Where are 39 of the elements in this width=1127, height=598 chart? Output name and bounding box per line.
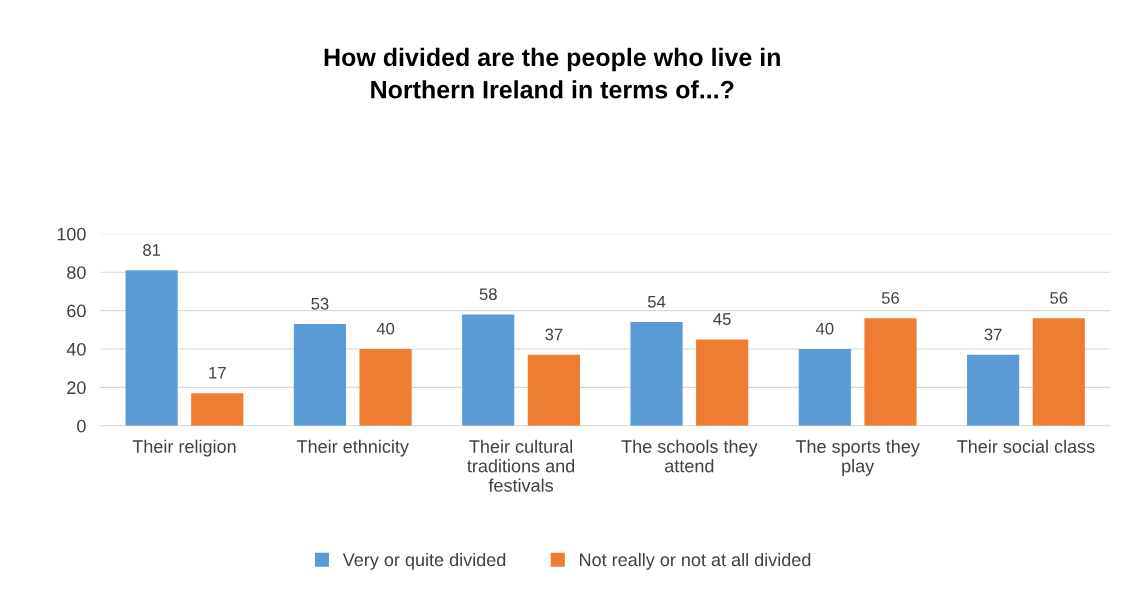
data-label: 45 [713, 313, 731, 325]
bar [696, 339, 749, 426]
y-tick-label: 100 [57, 227, 86, 241]
data-label: 37 [545, 328, 563, 341]
y-tick-label: 0 [77, 419, 86, 433]
bar [293, 324, 347, 426]
data-label: 81 [143, 244, 161, 256]
x-tick-label: Their ethnicity [296, 439, 409, 457]
data-label: 54 [647, 296, 666, 308]
chart-title: How divided are the people who live in Northern Ireland in terms of...? [324, 47, 780, 99]
y-tick-label: 40 [66, 342, 86, 356]
x-tick-label: The sports they play [795, 439, 920, 476]
legend-label: Not really or not at all divided [580, 552, 811, 570]
data-label: 56 [1050, 292, 1068, 304]
y-tick-label: 20 [67, 381, 86, 395]
data-label: 37 [984, 328, 1002, 341]
data-label: 56 [881, 292, 899, 304]
bar [359, 348, 412, 426]
data-label: 40 [376, 322, 395, 335]
x-tick-label: Their religion [132, 439, 236, 457]
x-tick-label: Their cultural traditions and festivals [467, 439, 575, 492]
bar [462, 314, 515, 426]
bar [1032, 318, 1085, 426]
data-label: 17 [209, 367, 226, 379]
bar [191, 393, 244, 426]
bar [125, 270, 178, 426]
data-label: 58 [479, 288, 497, 301]
data-label: 40 [815, 322, 834, 335]
data-label: 53 [311, 297, 329, 310]
bar [630, 322, 683, 426]
bar [527, 354, 580, 426]
x-tick-label: The schools they attend [621, 439, 758, 473]
bar [798, 348, 851, 426]
legend-label: Very or quite divided [342, 552, 506, 570]
bar [967, 354, 1020, 426]
bar [864, 318, 917, 426]
y-tick-label: 80 [67, 266, 86, 279]
y-tick-label: 60 [67, 304, 86, 318]
x-tick-label: Their social class [957, 439, 1095, 453]
